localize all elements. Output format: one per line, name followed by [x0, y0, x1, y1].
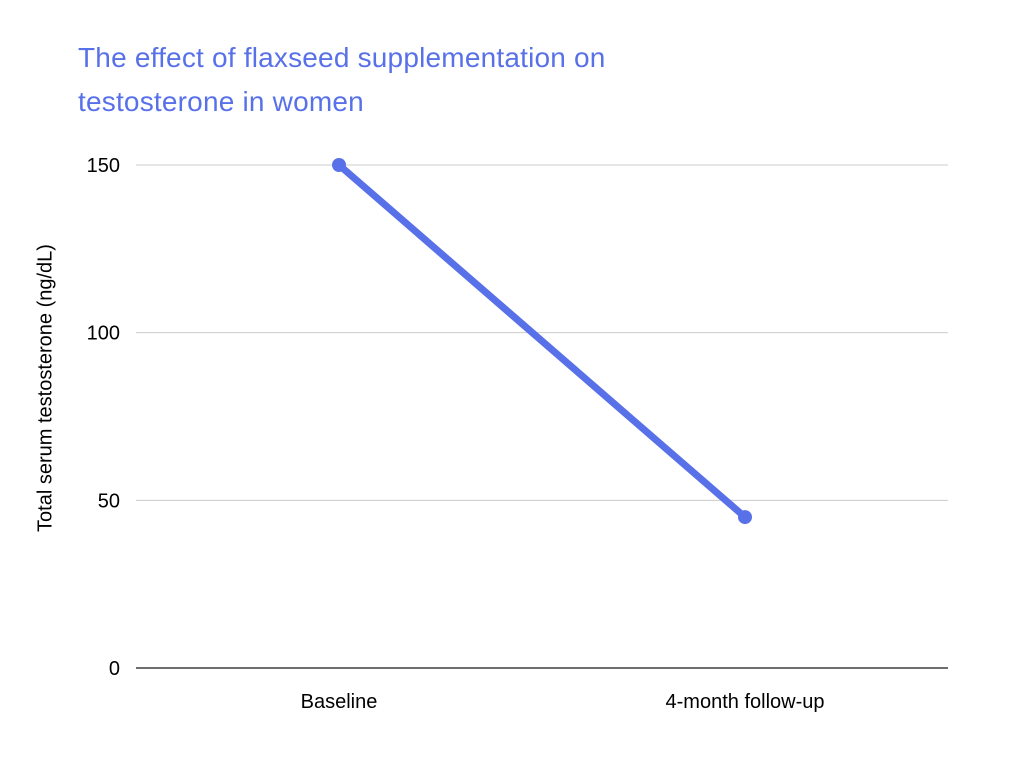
data-point-marker	[332, 158, 346, 172]
chart-title: The effect of flaxseed supplementation o…	[78, 42, 606, 117]
series-line	[335, 161, 749, 521]
y-tick-label: 150	[87, 155, 120, 177]
data-point-marker	[738, 510, 752, 525]
x-tick-label: Baseline	[301, 691, 378, 713]
x-tick-label: 4-month follow-up	[666, 691, 825, 713]
y-tick-label: 50	[98, 490, 120, 512]
y-tick-label: 100	[87, 323, 120, 345]
y-tick-label: 0	[109, 658, 120, 680]
